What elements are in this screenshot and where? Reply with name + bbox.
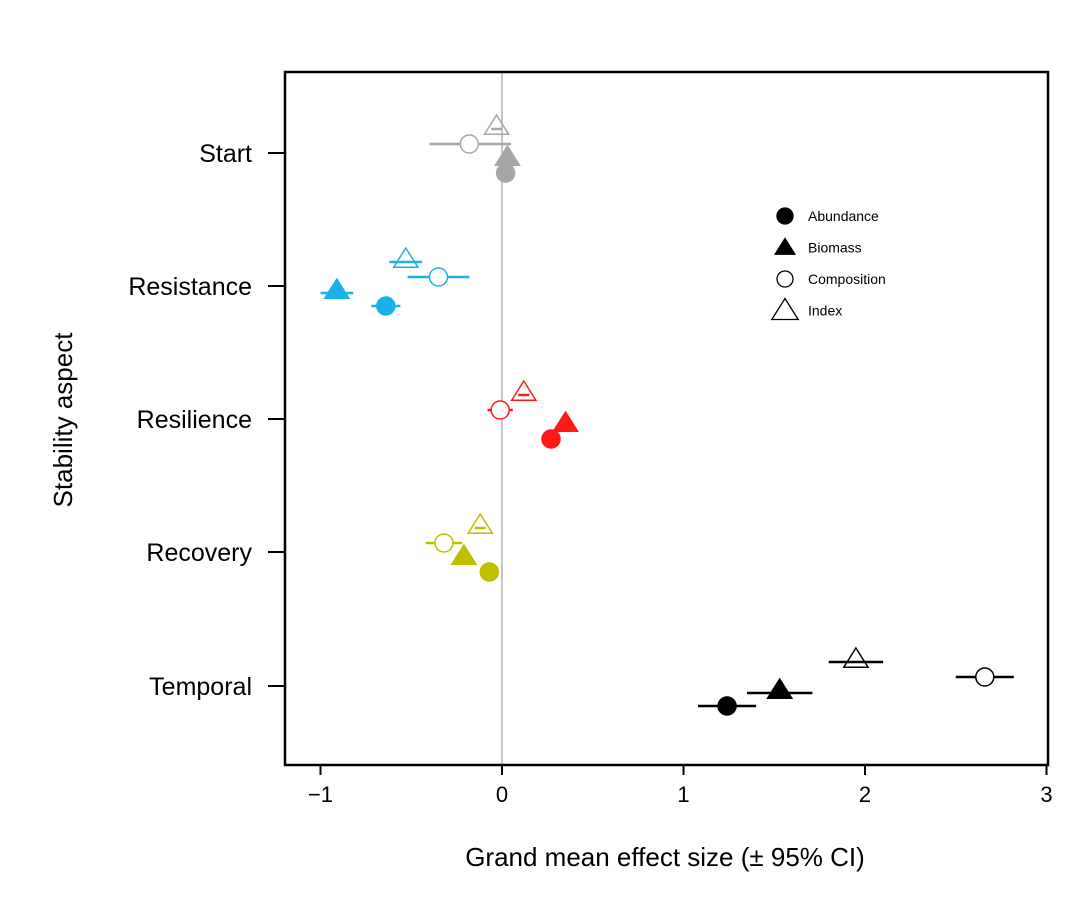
x-axis: −1 0 1 2 3	[308, 765, 1053, 807]
point-abundance-start	[495, 163, 516, 183]
x-tick-label: 0	[496, 782, 508, 807]
point-biomass-recovery	[450, 543, 478, 565]
legend: Abundance Biomass Composition Index	[770, 207, 886, 321]
category-label-recovery: Recovery	[146, 539, 252, 567]
point-abundance-resilience	[541, 429, 561, 449]
x-axis-title: Grand mean effect size (± 95% CI)	[465, 842, 865, 872]
category-label-resistance: Resistance	[128, 273, 252, 301]
legend-composition-circle-icon	[776, 270, 794, 288]
legend-biomass-triangle-icon	[773, 237, 797, 255]
legend-biomass-label: Biomass	[808, 240, 862, 256]
point-abundance-resistance	[376, 296, 396, 316]
point-biomass-temporal	[766, 677, 794, 699]
point-index-recovery	[466, 512, 494, 534]
series-index	[389, 113, 884, 668]
point-composition-temporal	[975, 667, 995, 687]
y-axis: Start Resistance Resilience Recovery Tempora…	[128, 140, 285, 701]
point-biomass-resilience	[552, 410, 579, 432]
point-index-resistance	[392, 246, 420, 268]
point-index-start	[483, 113, 511, 135]
point-composition-recovery	[434, 533, 454, 553]
point-index-resilience	[510, 379, 538, 401]
category-label-temporal: Temporal	[149, 673, 252, 701]
category-label-start: Start	[199, 140, 252, 168]
legend-index-triangle-icon	[770, 297, 800, 321]
series-biomass	[320, 144, 813, 699]
point-composition-resistance	[428, 267, 449, 287]
point-biomass-resistance	[323, 277, 351, 299]
category-label-resilience: Resilience	[137, 406, 252, 434]
point-composition-start	[459, 134, 480, 154]
point-composition-resilience	[490, 400, 510, 420]
plot-frame	[283, 70, 1050, 767]
legend-abundance-circle-icon	[776, 207, 794, 225]
point-abundance-temporal	[717, 696, 737, 716]
legend-abundance-label: Abundance	[808, 208, 879, 224]
x-tick-label: 2	[859, 782, 871, 807]
x-tick-label: 1	[677, 782, 689, 807]
x-tick-label: 3	[1040, 782, 1052, 807]
series-composition	[407, 134, 1014, 687]
y-axis-title: Stability aspect	[48, 332, 78, 508]
point-biomass-start	[493, 144, 521, 166]
point-abundance-recovery	[479, 562, 500, 582]
legend-index-label: Index	[808, 303, 842, 319]
legend-composition-label: Composition	[808, 271, 886, 287]
point-index-temporal	[842, 646, 870, 668]
series-abundance	[371, 163, 757, 716]
x-tick-label: −1	[308, 782, 333, 807]
